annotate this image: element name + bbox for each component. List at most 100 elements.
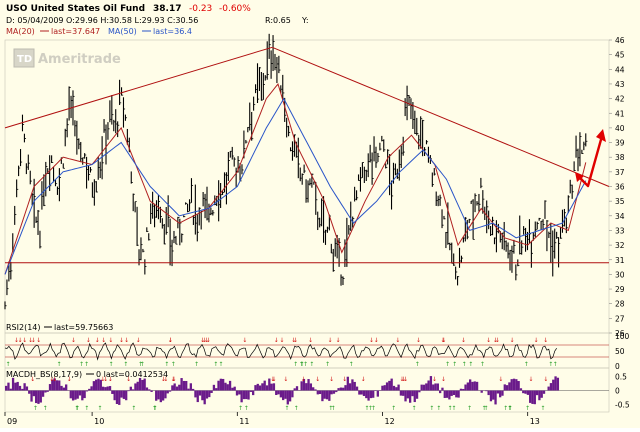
macd-bar <box>372 391 374 398</box>
macd-bar <box>47 391 49 392</box>
macd-bar <box>227 384 229 390</box>
macd-bar <box>185 381 187 391</box>
x-tick-label: 12 <box>385 417 395 426</box>
rsi-buy-marker: ↑ <box>138 361 143 368</box>
macd-bar <box>104 387 106 390</box>
macd-bar <box>220 379 222 391</box>
macd-bar <box>409 391 411 403</box>
rsi-sell-marker: ↓ <box>28 337 33 344</box>
macd-bar <box>504 384 506 390</box>
ohlc-readout: D: 05/04/2009 O:29.96 H:30.58 L:29.93 C:… <box>6 16 198 25</box>
macd-bar <box>520 388 522 390</box>
macd-bar <box>162 391 164 401</box>
macd-bar <box>361 391 363 395</box>
macd-sell-marker: ↓ <box>543 376 548 383</box>
macd-bar <box>164 391 166 399</box>
rsi-buy-marker: ↑ <box>445 361 450 368</box>
macd-sell-marker: ↓ <box>315 376 320 383</box>
y-tick-label: 36 <box>615 183 625 192</box>
macd-sell-marker: ↓ <box>171 376 176 383</box>
macd-bar <box>363 391 365 397</box>
macd-bar <box>224 383 226 391</box>
macd-bar <box>296 386 298 390</box>
rsi-sell-marker: ↓ <box>374 337 379 344</box>
rsi-buy-marker: ↑ <box>84 361 89 368</box>
macd-bar <box>70 391 72 399</box>
macd-bar <box>259 385 261 390</box>
macd-bar <box>444 391 446 398</box>
macd-sell-marker: ↓ <box>301 376 306 383</box>
macd-bar <box>19 386 21 391</box>
macd-bar <box>469 379 471 390</box>
macd-bar <box>381 386 383 391</box>
macd-bar <box>275 391 277 395</box>
macd-bar <box>310 383 312 390</box>
macd-bar <box>349 383 351 390</box>
watermark-text: Ameritrade <box>38 52 121 67</box>
macd-bar <box>109 386 111 390</box>
macd-sell-marker: ↓ <box>342 376 347 383</box>
macd-bar <box>63 388 65 391</box>
rsi-sell-marker: ↓ <box>274 337 279 344</box>
rsi-sell-marker: ↓ <box>168 337 173 344</box>
macd-bar <box>144 379 146 391</box>
macd-bar <box>527 391 529 395</box>
series-ma-20- <box>5 84 586 274</box>
macd-bar <box>102 387 104 391</box>
y-tick-label: 29 <box>615 285 625 294</box>
rsi-buy-marker: ↑ <box>462 361 467 368</box>
macd-bar <box>439 391 441 394</box>
macd-buy-marker: ↑ <box>97 405 102 412</box>
macd-bar <box>229 381 231 391</box>
y-tick-label: 31 <box>615 256 625 265</box>
macd-bar <box>254 385 256 390</box>
macd-bar <box>77 391 79 399</box>
macd-bar <box>176 387 178 391</box>
macd-bar <box>160 391 162 403</box>
macd-bar <box>252 391 254 396</box>
macd-bar <box>243 391 245 400</box>
macd-bar <box>448 391 450 400</box>
macd-bar <box>238 391 240 395</box>
macd-bar <box>206 391 208 399</box>
x-tick-label: 13 <box>530 417 540 426</box>
macd-bar <box>132 389 134 390</box>
macd-y-tick-label: 0.5 <box>615 373 627 382</box>
macd-bar <box>554 376 556 390</box>
y-tick-label: 33 <box>615 226 625 235</box>
macd-buy-marker: ↑ <box>448 405 453 412</box>
rsi-buy-marker: ↑ <box>524 361 529 368</box>
rsi-buy-marker: ↑ <box>293 361 298 368</box>
rsi-buy-marker: ↑ <box>299 361 304 368</box>
macd-buy-marker: ↑ <box>131 405 136 412</box>
macd-buy-marker: ↑ <box>436 405 441 412</box>
macd-bar <box>557 378 559 391</box>
macd-bar <box>367 391 369 401</box>
macd-bar <box>351 379 353 390</box>
rsi-buy-marker: ↑ <box>164 361 169 368</box>
macd-bar <box>501 391 503 396</box>
macd-bar <box>118 391 120 405</box>
macd-bar <box>141 380 143 391</box>
macd-buy-marker: ↑ <box>525 405 530 412</box>
x-tick-label: 09 <box>7 417 17 426</box>
macd-bar <box>446 391 448 398</box>
macd-bar <box>342 388 344 391</box>
rsi-buy-marker: ↑ <box>79 361 84 368</box>
macd-bar <box>462 389 464 391</box>
macd-bar <box>146 387 148 390</box>
macd-bar <box>65 384 67 390</box>
macd-bar <box>377 391 379 397</box>
macd-buy-marker: ↑ <box>84 405 89 412</box>
y-tick-label: 46 <box>615 36 625 45</box>
macd-bar <box>95 380 97 391</box>
macd-bar <box>30 391 32 402</box>
macd-bar <box>471 382 473 391</box>
rsi-sell-marker: ↓ <box>242 337 247 344</box>
ma50-label: MA(50) <box>108 27 137 36</box>
y-tick-label: 41 <box>615 109 625 118</box>
rsi-sell-marker: ↓ <box>95 337 100 344</box>
macd-bar <box>280 391 282 398</box>
symbol-name: USO United States Oil Fund <box>6 4 145 14</box>
